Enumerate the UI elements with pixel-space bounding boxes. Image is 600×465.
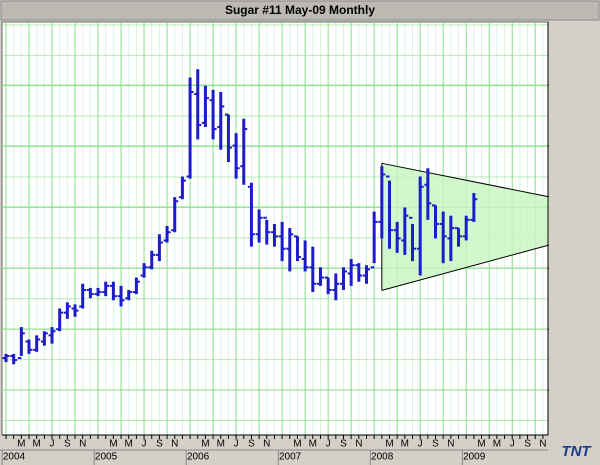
lower-trend-line xyxy=(381,244,551,291)
x-tick-label: N xyxy=(355,439,362,450)
title-bar xyxy=(0,0,600,21)
x-tick-label: J xyxy=(142,439,147,450)
x-tick-label: S xyxy=(248,439,255,450)
x-tick-label: M xyxy=(477,439,485,450)
x-tick-label: J xyxy=(326,439,331,450)
x-tick-label: M xyxy=(217,439,225,450)
x-tick-label: S xyxy=(64,439,71,450)
x-tick-label: N xyxy=(171,439,178,450)
x-tick-label: J xyxy=(418,439,423,450)
upper-trend-line xyxy=(381,162,551,198)
logo: TNT xyxy=(553,440,597,462)
chart-title: Sugar #11 May-09 Monthly xyxy=(225,3,375,17)
x-tick-label: N xyxy=(539,439,546,450)
x-tick-label: M xyxy=(309,439,317,450)
x-tick-label: M xyxy=(385,439,393,450)
year-label: 2005 xyxy=(95,452,118,463)
x-tick-label: J xyxy=(50,439,55,450)
x-tick-label: J xyxy=(510,439,515,450)
year-label: 2008 xyxy=(371,452,394,463)
x-tick-label: M xyxy=(125,439,133,450)
x-tick-label: M xyxy=(33,439,41,450)
logo-text: TNT xyxy=(561,443,592,460)
x-tick-label: N xyxy=(79,439,86,450)
x-tick-label: M xyxy=(17,439,25,450)
x-tick-label: M xyxy=(401,439,409,450)
x-tick-label: S xyxy=(156,439,163,450)
x-tick-label: M xyxy=(109,439,117,450)
x-tick-label: M xyxy=(293,439,301,450)
x-tick-label: N xyxy=(263,439,270,450)
logo-box xyxy=(553,440,597,462)
x-tick-label: S xyxy=(340,439,347,450)
x-tick-label: N xyxy=(447,439,454,450)
x-tick-label: M xyxy=(493,439,501,450)
x-tick-label: M xyxy=(201,439,209,450)
x-tick-label: S xyxy=(432,439,439,450)
x-tick-label: S xyxy=(524,439,531,450)
year-label: 2006 xyxy=(187,452,210,463)
year-label: 2009 xyxy=(463,452,486,463)
x-tick-label: J xyxy=(234,439,239,450)
y-axis-panel xyxy=(549,22,600,436)
year-label: 2004 xyxy=(3,452,26,463)
year-label: 2007 xyxy=(279,452,302,463)
